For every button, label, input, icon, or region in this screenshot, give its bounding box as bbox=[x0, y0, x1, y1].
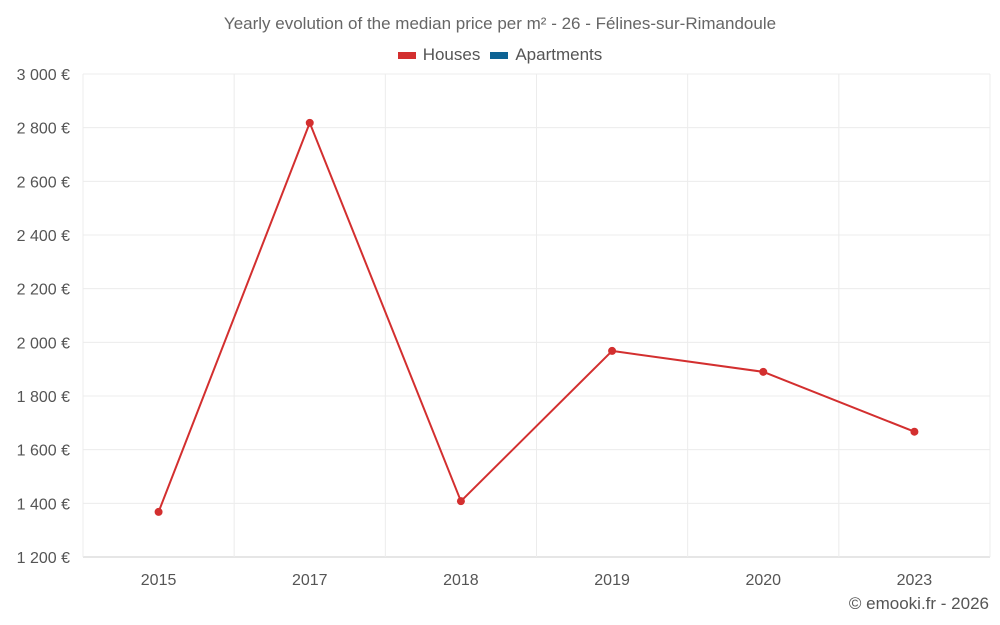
axis-layer: 1 200 € 1 400 € 1 600 € 1 800 € 2 000 € 2 200… bbox=[17, 67, 933, 589]
legend-swatch-apartments bbox=[490, 51, 509, 59]
x-tick-label: 2018 bbox=[443, 572, 479, 589]
chart-legend: Houses Apartments bbox=[0, 45, 1000, 65]
x-tick-label: 2015 bbox=[141, 572, 177, 589]
credit-text: © emooki.fr - 2026 bbox=[848, 594, 989, 613]
y-tick-label: 1 600 € bbox=[17, 443, 70, 460]
series-line-houses bbox=[157, 121, 915, 513]
data-point-houses[interactable] bbox=[456, 497, 465, 506]
chart-title: Yearly evolution of the median price per… bbox=[223, 14, 777, 33]
data-point-houses[interactable] bbox=[759, 367, 768, 376]
y-tick-label: 1 200 € bbox=[17, 550, 70, 567]
legend-item-houses[interactable]: Houses bbox=[397, 45, 481, 65]
y-tick-label: 3 000 € bbox=[17, 67, 70, 84]
x-tick-label: 2023 bbox=[897, 572, 933, 589]
data-point-houses[interactable] bbox=[608, 346, 617, 355]
grid-layer bbox=[82, 73, 991, 558]
y-tick-label: 2 200 € bbox=[17, 282, 70, 299]
series-layer bbox=[154, 118, 919, 516]
data-point-houses[interactable] bbox=[305, 118, 314, 127]
legend-item-apartments[interactable]: Apartments bbox=[490, 45, 602, 65]
y-tick-label: 2 400 € bbox=[17, 228, 70, 245]
legend-label-apartments: Apartments bbox=[515, 45, 603, 64]
data-point-houses[interactable] bbox=[910, 427, 919, 436]
y-tick-label: 1 800 € bbox=[17, 389, 70, 406]
legend-label-houses: Houses bbox=[422, 45, 481, 64]
x-tick-label: 2017 bbox=[292, 572, 328, 589]
y-tick-label: 1 400 € bbox=[17, 496, 70, 513]
data-point-houses[interactable] bbox=[154, 507, 163, 516]
y-tick-label: 2 600 € bbox=[17, 174, 70, 191]
x-tick-label: 2019 bbox=[594, 572, 630, 589]
x-tick-label: 2020 bbox=[745, 572, 781, 589]
legend-swatch-houses bbox=[397, 51, 416, 59]
y-tick-label: 2 000 € bbox=[17, 335, 70, 352]
y-tick-label: 2 800 € bbox=[17, 121, 70, 138]
